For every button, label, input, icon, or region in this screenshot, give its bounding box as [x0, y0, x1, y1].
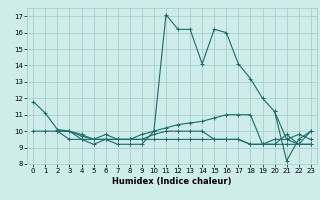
X-axis label: Humidex (Indice chaleur): Humidex (Indice chaleur) [112, 177, 232, 186]
